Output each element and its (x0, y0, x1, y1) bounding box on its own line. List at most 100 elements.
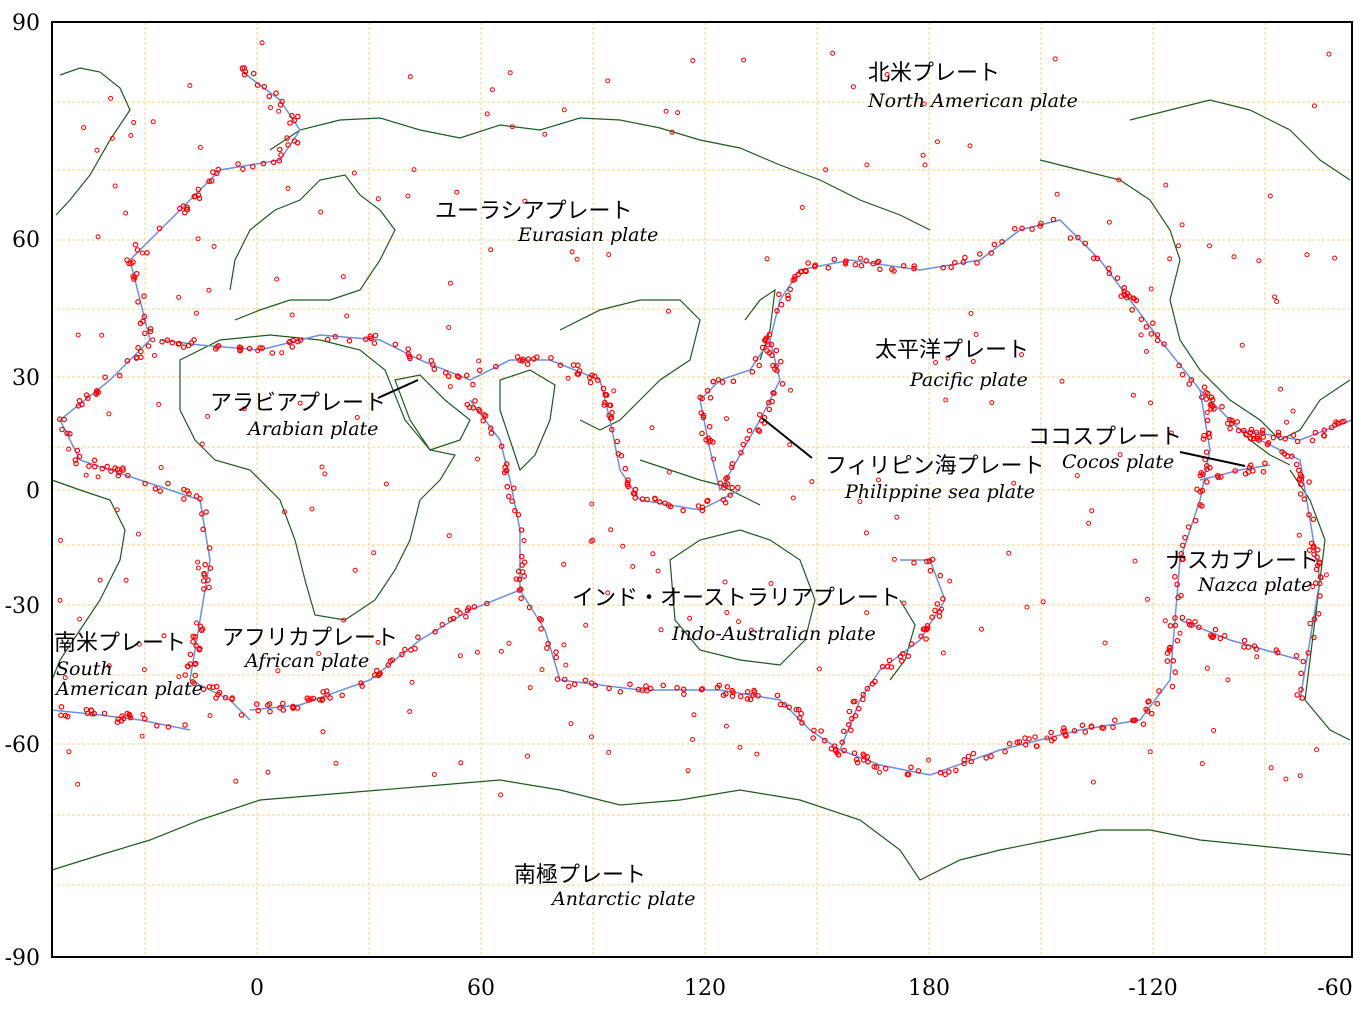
earthquake-marker (727, 492, 734, 499)
earthquake-marker (1138, 316, 1145, 323)
earthquake-marker (606, 749, 612, 755)
earthquake-marker (269, 350, 276, 356)
earthquake-marker (59, 426, 65, 433)
earthquake-marker (737, 744, 743, 750)
earthquake-marker (723, 475, 729, 482)
earthquake-marker (509, 124, 515, 130)
earthquake-marker (1270, 434, 1277, 441)
earthquake-marker (383, 481, 389, 487)
earthquake-marker (307, 696, 314, 702)
earthquake-marker (1299, 695, 1306, 701)
earthquake-marker (210, 169, 216, 175)
earthquake-marker (749, 368, 756, 375)
earthquake-marker (1201, 432, 1207, 439)
earthquake-marker (649, 425, 655, 431)
earthquake-marker (1172, 573, 1178, 580)
earthquake-marker (614, 438, 621, 445)
earthquake-marker (124, 357, 131, 364)
earthquake-marker (589, 501, 595, 507)
earthquake-marker (108, 468, 114, 474)
earthquake-marker (447, 616, 454, 623)
earthquake-marker (102, 374, 108, 381)
earthquake-marker (62, 675, 68, 681)
earthquake-marker (246, 345, 253, 352)
earthquake-marker (191, 336, 197, 343)
earthquake-marker (484, 111, 490, 117)
earthquake-marker (736, 619, 742, 625)
earthquake-marker (933, 360, 939, 366)
earthquake-marker (774, 307, 780, 314)
plate-label-cocos-en: Cocos plate (1062, 451, 1174, 473)
earthquake-marker (924, 625, 931, 632)
earthquake-marker (522, 198, 528, 204)
earthquake-marker (270, 159, 277, 166)
earthquake-marker (877, 769, 882, 775)
earthquake-marker (1283, 776, 1289, 782)
earthquake-marker (240, 166, 246, 173)
earthquake-marker (185, 342, 192, 349)
earthquake-marker (58, 537, 64, 543)
earthquake-marker (1032, 734, 1038, 740)
earthquake-marker (141, 293, 147, 300)
earthquake-marker (482, 413, 489, 419)
earthquake-marker (371, 672, 378, 678)
earthquake-marker (1038, 220, 1044, 227)
earthquake-marker (1162, 618, 1168, 624)
earthquake-marker (620, 543, 626, 549)
earthquake-marker (1179, 371, 1186, 378)
earthquake-marker (319, 464, 325, 470)
earthquake-marker (816, 666, 822, 672)
earthquake-marker (695, 503, 702, 509)
earthquake-marker (575, 371, 582, 378)
earthquake-marker (1311, 616, 1318, 622)
earthquake-marker (741, 57, 747, 63)
earthquake-marker (729, 693, 736, 699)
plate-label-south-american-en-2: American plate (54, 678, 203, 700)
earthquake-marker (1197, 472, 1204, 479)
earthquake-marker (254, 82, 261, 88)
earthquake-marker (1206, 430, 1212, 437)
earthquake-marker (873, 764, 880, 770)
earthquake-marker (615, 450, 622, 457)
earthquake-marker (1106, 219, 1112, 225)
earthquake-marker (487, 425, 494, 432)
earthquake-marker (136, 531, 141, 537)
earthquake-marker (1145, 596, 1150, 602)
earthquake-marker (94, 147, 100, 153)
earthquake-marker (109, 135, 115, 141)
coast-south-america-west (1289, 469, 1351, 741)
earthquake-marker (1290, 408, 1296, 414)
earthquake-marker (1219, 403, 1225, 410)
earthquake-marker (115, 472, 122, 479)
earthquake-marker (882, 765, 889, 772)
earthquake-marker (545, 640, 551, 647)
earthquake-marker (1163, 182, 1169, 188)
earthquake-marker (1169, 683, 1176, 690)
earthquake-marker (960, 259, 967, 266)
graticule (52, 22, 1352, 957)
earthquake-marker (809, 479, 815, 485)
earthquake-marker (201, 572, 208, 578)
earthquake-marker (1167, 256, 1173, 262)
earthquake-marker (175, 341, 182, 347)
earthquake-marker (589, 734, 594, 740)
x-tick-label: -60 (1317, 976, 1352, 1001)
earthquake-marker (730, 378, 737, 385)
earthquake-marker (777, 358, 784, 365)
coast-indonesia (639, 459, 761, 506)
earthquake-marker (359, 683, 366, 689)
earthquake-marker (255, 707, 262, 714)
earthquake-marker (128, 133, 134, 138)
x-tick-label: -120 (1128, 976, 1177, 1001)
earthquake-marker (700, 414, 707, 421)
earthquake-marker (200, 686, 207, 693)
earthquake-marker (291, 117, 298, 124)
earthquake-marker (191, 193, 198, 200)
earthquake-marker (446, 533, 452, 539)
earthquake-marker (206, 287, 212, 293)
earthquake-marker (1177, 630, 1183, 636)
earthquake-marker (699, 507, 706, 514)
earthquake-marker (1176, 243, 1181, 249)
coast-india (499, 369, 556, 472)
